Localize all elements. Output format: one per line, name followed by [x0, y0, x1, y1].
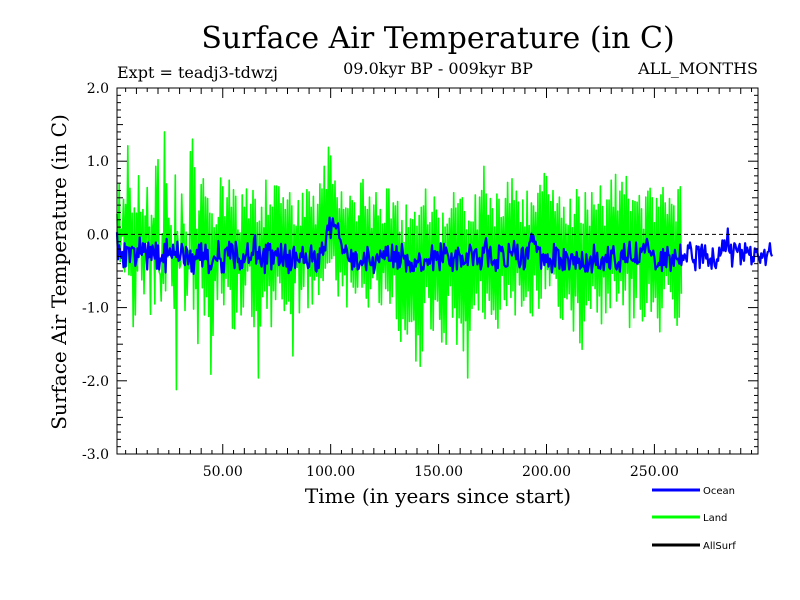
x-tick-label: 250.00: [630, 464, 679, 480]
x-tick-label: 100.00: [306, 464, 355, 480]
y-axis-label: Surface Air Temperature (in C): [47, 114, 71, 430]
legend: Ocean Land AllSurf: [652, 486, 736, 552]
tick-layer: -3.0 -2.0 -1.0 0.0 1.0 2.0 50.00 100.00 150.00 20…: [82, 81, 758, 480]
plot-area: [115, 131, 774, 391]
x-tick-label: 150.00: [414, 464, 463, 480]
series-line-land: [116, 131, 683, 391]
y-tick-label: 0.0: [87, 227, 109, 243]
y-tick-label: 1.0: [87, 154, 109, 170]
period-label: 09.0kyr BP - 009kyr BP: [343, 59, 533, 78]
series-line-ocean: [115, 216, 774, 275]
legend-label-allsurf: AllSurf: [703, 541, 736, 552]
x-tick-label: 50.00: [203, 464, 243, 480]
y-tick-label: -2.0: [82, 374, 109, 390]
y-tick-label: -1.0: [82, 301, 109, 317]
experiment-label: Expt = teadj3-tdwzj: [117, 63, 278, 82]
legend-label-ocean: Ocean: [703, 486, 735, 497]
legend-label-land: Land: [703, 513, 727, 524]
chart-title: Surface Air Temperature (in C): [201, 21, 674, 56]
y-tick-label: 2.0: [87, 81, 109, 97]
y-tick-label: -3.0: [82, 447, 109, 463]
months-label: ALL_MONTHS: [637, 59, 758, 78]
x-axis-label: Time (in years since start): [305, 484, 571, 508]
x-tick-label: 200.00: [522, 464, 571, 480]
series-layer: [115, 131, 774, 391]
